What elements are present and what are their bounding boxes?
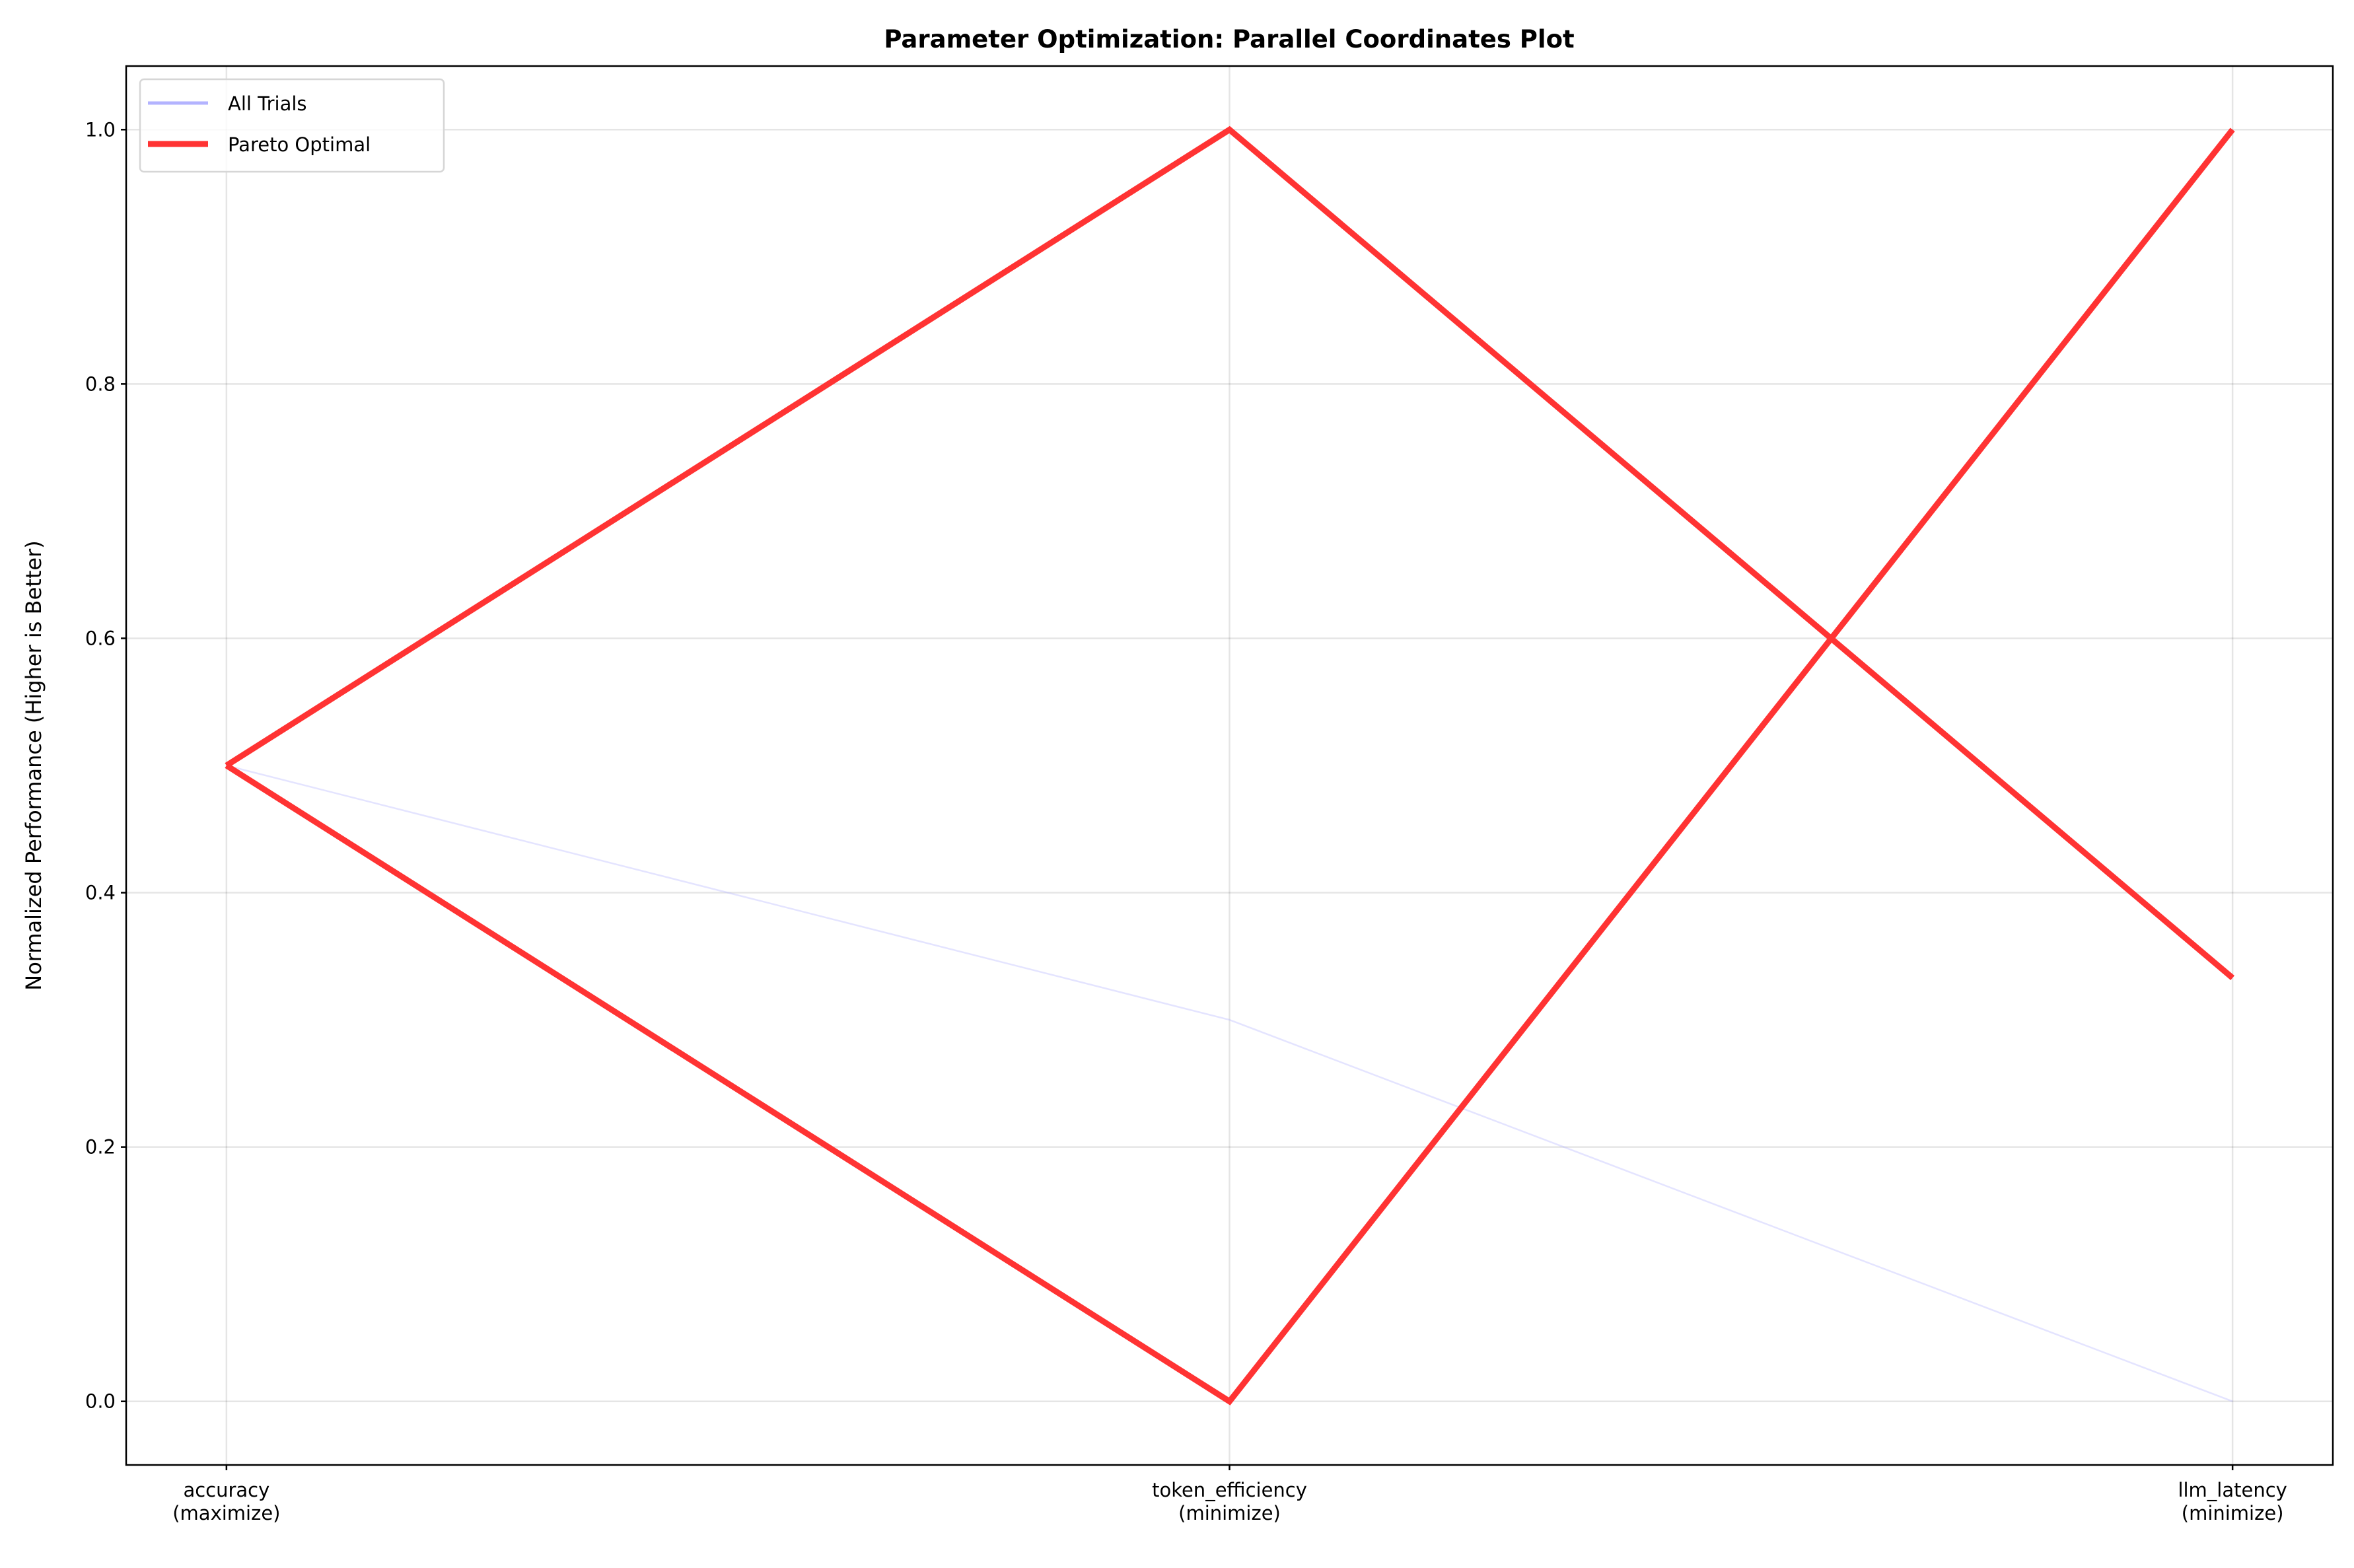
y-axis-label: Normalized Performance (Higher is Better… <box>21 540 46 990</box>
pareto-optimal-line <box>225 125 2235 980</box>
pareto-optimal-line <box>225 127 2235 1406</box>
legend-label-all-trials: All Trials <box>228 92 307 115</box>
all-trials-line <box>226 764 2233 1402</box>
x-tick-label: (minimize) <box>1178 1502 1281 1524</box>
x-tick-label: (maximize) <box>172 1502 280 1524</box>
x-tick-label: token_efficiency <box>1152 1479 1307 1501</box>
x-tick-label: accuracy <box>183 1479 269 1501</box>
chart-title: Parameter Optimization: Parallel Coordin… <box>884 25 1574 53</box>
x-tick-label: llm_latency <box>2178 1479 2287 1501</box>
y-tick-label: 0.2 <box>85 1136 116 1158</box>
grid <box>126 66 2333 1465</box>
legend-box <box>139 78 445 173</box>
y-tick-label: 0.8 <box>85 373 116 395</box>
y-tick-label: 1.0 <box>85 118 116 141</box>
y-tick-label: 0.0 <box>85 1390 116 1413</box>
legend: All Trials Pareto Optimal <box>139 78 445 173</box>
y-tick-label: 0.4 <box>85 882 116 904</box>
ticks: 0.0 0.2 0.4 0.6 0.8 1.0 accuracy(maximize) toke… <box>85 118 2287 1524</box>
legend-label-pareto: Pareto Optimal <box>228 133 371 156</box>
series-lines <box>225 125 2235 1406</box>
x-tick-label: (minimize) <box>2182 1502 2284 1524</box>
y-tick-label: 0.6 <box>85 627 116 649</box>
